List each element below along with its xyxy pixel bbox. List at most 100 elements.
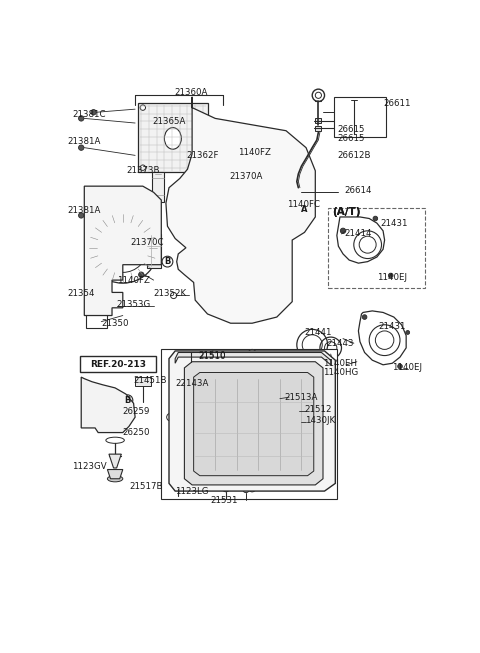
Circle shape — [174, 355, 182, 362]
Text: 21431: 21431 — [380, 219, 408, 228]
Text: 21443: 21443 — [327, 339, 354, 348]
Circle shape — [201, 165, 206, 170]
Circle shape — [140, 165, 145, 170]
Text: 1140HG: 1140HG — [323, 368, 358, 377]
Bar — [244, 138, 255, 161]
Text: 1140FZ: 1140FZ — [238, 148, 271, 157]
Circle shape — [248, 484, 256, 492]
Circle shape — [318, 355, 325, 362]
Circle shape — [398, 364, 402, 369]
Text: 26612B: 26612B — [337, 151, 371, 160]
Circle shape — [271, 394, 280, 404]
Text: 21352K: 21352K — [154, 289, 187, 298]
Circle shape — [174, 481, 182, 488]
Bar — [314, 126, 321, 131]
Text: 21512: 21512 — [304, 405, 332, 414]
Bar — [314, 118, 321, 123]
Text: 26614: 26614 — [345, 186, 372, 195]
Circle shape — [167, 413, 174, 421]
Bar — [152, 172, 164, 202]
Polygon shape — [169, 351, 336, 491]
Text: (A/T): (A/T) — [332, 208, 361, 217]
Text: 21451B: 21451B — [133, 375, 167, 385]
Circle shape — [362, 315, 367, 319]
Circle shape — [287, 200, 292, 206]
Ellipse shape — [253, 282, 267, 299]
Text: 21350: 21350 — [101, 319, 129, 328]
Polygon shape — [84, 186, 161, 315]
Ellipse shape — [217, 301, 228, 309]
Circle shape — [299, 204, 310, 215]
Circle shape — [174, 478, 182, 486]
Circle shape — [79, 145, 84, 150]
Text: 21370A: 21370A — [229, 172, 263, 182]
FancyBboxPatch shape — [81, 357, 156, 372]
Circle shape — [222, 484, 230, 492]
Circle shape — [140, 105, 145, 110]
Bar — [214, 131, 226, 168]
Text: 26611: 26611 — [383, 99, 410, 108]
Text: 1430JK: 1430JK — [304, 416, 335, 424]
Circle shape — [340, 228, 346, 234]
Text: 21360A: 21360A — [174, 88, 207, 97]
Text: 1140FC: 1140FC — [287, 200, 320, 209]
Text: 1140EJ: 1140EJ — [377, 272, 407, 281]
Bar — [135, 377, 151, 387]
Text: 21353G: 21353G — [117, 300, 151, 310]
Text: 21510: 21510 — [198, 351, 226, 360]
Text: 22143A: 22143A — [175, 379, 208, 388]
Text: 26259: 26259 — [123, 407, 150, 415]
Text: 1140EJ: 1140EJ — [392, 363, 422, 372]
Text: 21370C: 21370C — [131, 238, 164, 247]
Text: 26615: 26615 — [337, 125, 364, 134]
Circle shape — [139, 272, 144, 278]
Ellipse shape — [164, 127, 181, 149]
Bar — [138, 103, 207, 172]
Polygon shape — [109, 454, 121, 468]
Text: A: A — [301, 205, 308, 214]
Text: 21414: 21414 — [345, 229, 372, 238]
Text: (A/T): (A/T) — [332, 208, 361, 217]
Circle shape — [326, 413, 334, 421]
Text: 21513A: 21513A — [285, 392, 318, 402]
Polygon shape — [81, 377, 135, 432]
Text: 21510: 21510 — [198, 352, 226, 361]
Circle shape — [79, 116, 84, 121]
Polygon shape — [193, 372, 314, 475]
Bar — [328, 208, 425, 288]
Text: 21354: 21354 — [67, 289, 95, 298]
Polygon shape — [184, 362, 323, 485]
Bar — [161, 349, 337, 499]
Text: REF.20-213: REF.20-213 — [90, 360, 146, 368]
Circle shape — [406, 330, 409, 334]
Text: 26250: 26250 — [123, 428, 150, 437]
Circle shape — [248, 349, 256, 357]
Text: 21441: 21441 — [304, 328, 332, 337]
Circle shape — [318, 478, 325, 486]
Circle shape — [373, 216, 378, 221]
Circle shape — [91, 110, 96, 115]
Circle shape — [187, 353, 194, 361]
Text: 21381A: 21381A — [67, 206, 101, 215]
Circle shape — [79, 213, 84, 218]
Text: 21362F: 21362F — [187, 151, 219, 160]
Text: 21531: 21531 — [211, 496, 238, 505]
Text: B: B — [164, 257, 171, 266]
Circle shape — [388, 273, 393, 278]
Text: 1140FZ: 1140FZ — [117, 276, 149, 285]
Polygon shape — [166, 97, 315, 323]
Bar — [334, 97, 386, 137]
Text: 21373B: 21373B — [126, 167, 159, 175]
Text: 21431: 21431 — [378, 322, 406, 331]
Polygon shape — [175, 353, 331, 365]
Text: 21365A: 21365A — [152, 117, 185, 126]
Text: B: B — [124, 396, 131, 405]
Text: 26615: 26615 — [337, 134, 364, 143]
Text: 21381A: 21381A — [67, 137, 101, 146]
Text: 1123LG: 1123LG — [175, 486, 209, 496]
Bar — [147, 234, 161, 268]
Ellipse shape — [108, 475, 123, 482]
Polygon shape — [108, 470, 123, 479]
Circle shape — [162, 256, 173, 267]
Text: 21517B: 21517B — [129, 482, 162, 491]
